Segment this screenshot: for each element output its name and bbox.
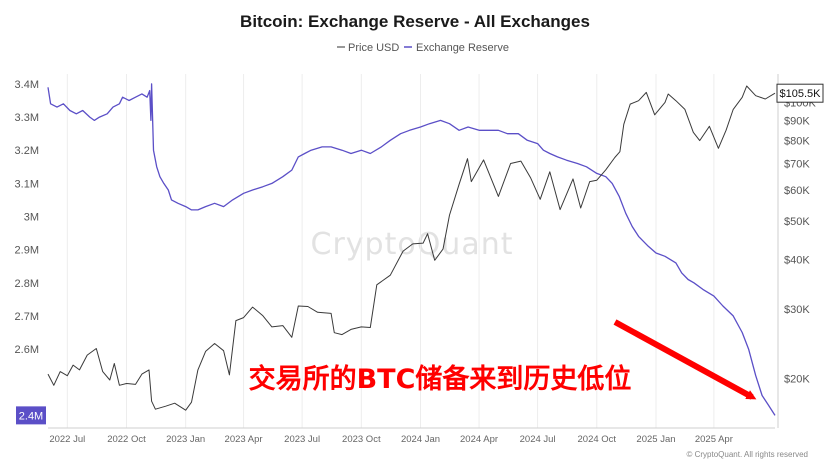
y-left-tick-label: 2.9M <box>15 245 39 257</box>
series-line-price-usd <box>47 85 776 411</box>
y-left-tick-label: 3.4M <box>15 79 39 91</box>
y-right-tick-label: $50K <box>784 216 810 228</box>
legend-price-label: Price USD <box>348 42 399 54</box>
y-right-tick-label: $80K <box>784 136 810 148</box>
x-tick-label: 2022 Jul <box>49 434 85 445</box>
y-left-tick-label: 2.6M <box>15 344 39 356</box>
annotation-text: 交易所的BTC储备来到历史低位 <box>249 363 632 395</box>
y-right-tick-label: $20K <box>784 373 810 385</box>
credit: © CryptoQuant. All rights reserved <box>687 450 809 459</box>
legend-reserve-label: Exchange Reserve <box>416 42 509 54</box>
y-left-tick-label: 3.3M <box>15 112 39 124</box>
y-left-tick-label: 2.8M <box>15 278 39 290</box>
x-tick-label: 2024 Jul <box>520 434 556 445</box>
y-left-tick-label: 3M <box>24 212 39 224</box>
y-left-tick-label: 3.2M <box>15 145 39 157</box>
y-right-tick-label: $60K <box>784 185 810 197</box>
x-tick-label: 2025 Jan <box>636 434 675 445</box>
x-tick-label: 2025 Apr <box>695 434 733 445</box>
series <box>47 83 776 416</box>
series-line-exchange-reserve <box>47 83 776 416</box>
y-left-tick-label: 3.1M <box>15 178 39 190</box>
price-current-tag <box>776 83 824 103</box>
axes: 2022 Jul 2022 Oct 2023 Jan 2023 Apr 2023 Jul… <box>15 74 824 445</box>
price-current-label: $105.5K <box>780 88 822 100</box>
x-tick-label: 2022 Oct <box>107 434 146 445</box>
legend: Price USD Exchange Reserve <box>337 42 509 54</box>
y-right-tick-label: $70K <box>784 159 810 171</box>
annotation-arrow <box>613 319 757 400</box>
x-tick-label: 2023 Apr <box>225 434 263 445</box>
y-right-tick-label: $30K <box>784 304 810 316</box>
y-right-tick-label: $40K <box>784 254 810 266</box>
y-right-tick-label: $90K <box>784 115 810 127</box>
x-tick-label: 2024 Oct <box>578 434 617 445</box>
x-tick-label: 2023 Oct <box>342 434 381 445</box>
chart-title: Bitcoin: Exchange Reserve - All Exchange… <box>240 12 590 31</box>
x-tick-label: 2023 Jul <box>284 434 320 445</box>
x-tick-label: 2023 Jan <box>166 434 205 445</box>
y-left-tick-label: 2.7M <box>15 311 39 323</box>
reserve-current-label: 2.4M <box>19 410 43 422</box>
x-tick-label: 2024 Jan <box>401 434 440 445</box>
x-tick-label: 2024 Apr <box>460 434 498 445</box>
reserve-current-tag <box>16 406 46 425</box>
